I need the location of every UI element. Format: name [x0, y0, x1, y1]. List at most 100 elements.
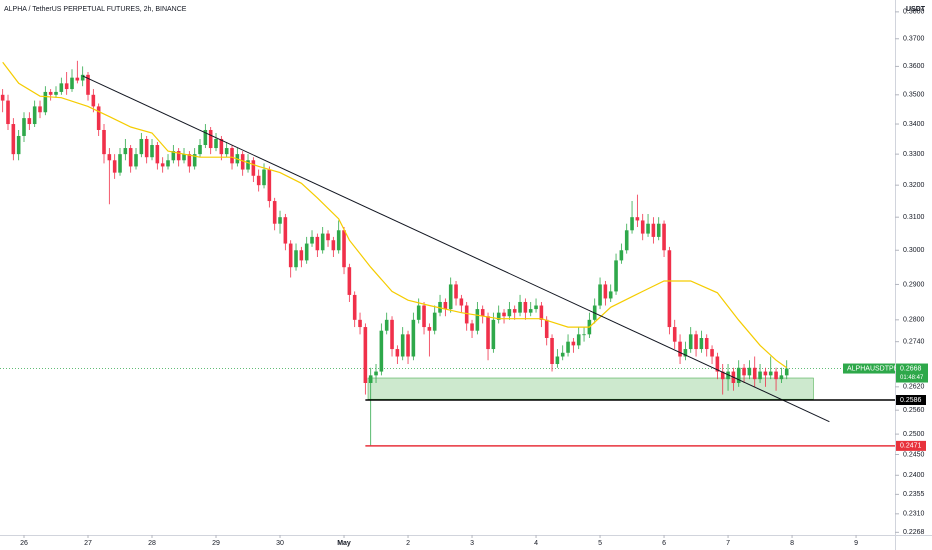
- candle-body: [624, 230, 629, 251]
- x-tick-label: 4: [534, 540, 538, 547]
- candle-body: [736, 367, 741, 383]
- candle-body: [603, 284, 608, 299]
- x-tick-label: 30: [276, 540, 284, 547]
- x-tick-label: 6: [662, 540, 666, 547]
- candle-body: [534, 305, 538, 310]
- symbol-label-box: [843, 363, 895, 374]
- candle-body: [0, 94, 5, 101]
- candle-body: [422, 305, 426, 328]
- candle-body: [539, 305, 544, 320]
- candle-body: [523, 301, 528, 313]
- candle-body: [224, 148, 229, 155]
- candle-body: [619, 250, 624, 261]
- candle-body: [726, 371, 730, 380]
- candle-body: [331, 240, 336, 251]
- candle-body: [91, 94, 96, 107]
- support-zone: [367, 377, 814, 400]
- candle-body: [288, 243, 293, 268]
- candle-body: [443, 301, 448, 310]
- candle-body: [470, 323, 474, 331]
- candle-body: [683, 349, 688, 357]
- candle-body: [491, 319, 496, 350]
- candle-body: [347, 267, 352, 295]
- candle-body: [203, 129, 208, 146]
- moving-average: [2, 61, 788, 369]
- level-label: 0.2471: [900, 443, 922, 450]
- candle-body: [768, 371, 773, 376]
- candle-body: [406, 334, 410, 357]
- candle-body: [550, 338, 554, 365]
- x-tick-label: 28: [148, 540, 156, 547]
- candle-body: [390, 319, 394, 350]
- y-tick-label: 0.3200: [903, 182, 925, 189]
- candle-body: [16, 135, 21, 155]
- candle-body: [118, 154, 122, 173]
- candle-body: [283, 217, 288, 244]
- x-tick-label: 9: [854, 540, 858, 547]
- candle-body: [320, 233, 325, 251]
- candle-body: [262, 169, 266, 186]
- candle-body: [416, 305, 421, 320]
- candle-body: [123, 148, 128, 155]
- candle-body: [256, 175, 261, 186]
- level-label-box: [896, 395, 926, 406]
- candle-body: [779, 375, 784, 380]
- candle-body: [70, 77, 74, 90]
- candle-body: [528, 309, 533, 313]
- candle-body: [336, 230, 341, 251]
- candle-body: [411, 319, 416, 357]
- candle-body: [166, 160, 170, 167]
- candle-body: [502, 312, 506, 317]
- candle-body: [667, 250, 672, 328]
- candle-body: [560, 352, 565, 357]
- y-tick-label: 0.3100: [903, 214, 925, 221]
- y-tick-label: 0.3400: [903, 121, 925, 128]
- candle-body: [486, 316, 490, 350]
- candle-body: [678, 341, 682, 357]
- y-tick-label: 0.3500: [903, 92, 925, 99]
- candle-body: [128, 148, 133, 167]
- y-tick-label: 0.3800: [903, 9, 925, 16]
- candle-body: [688, 334, 693, 350]
- y-tick-label: 0.2900: [903, 281, 925, 288]
- level-label: 0.2586: [900, 397, 922, 404]
- candle-body: [608, 291, 613, 299]
- candle-body: [240, 154, 245, 170]
- candle-body: [176, 151, 181, 161]
- x-tick-label: 2: [406, 540, 410, 547]
- chart-title: ALPHA / TetherUS PERPETUAL FUTURES, 2h, …: [4, 6, 187, 13]
- candle-body: [427, 327, 432, 331]
- candle-body: [96, 106, 101, 130]
- candle-body: [715, 356, 720, 372]
- candle-body: [379, 330, 384, 372]
- candle-body: [38, 106, 42, 113]
- candle-body: [544, 319, 549, 339]
- candle-body: [747, 367, 752, 376]
- candle-body: [144, 138, 149, 158]
- candle-body: [246, 160, 250, 170]
- candle-body: [43, 91, 48, 113]
- candle-body: [694, 334, 698, 350]
- candle-body: [566, 341, 570, 353]
- candle-body: [432, 312, 437, 331]
- x-tick-label: 3: [470, 540, 474, 547]
- level-label-box: [896, 440, 926, 451]
- candle-body: [710, 349, 714, 357]
- candle-body: [374, 371, 378, 376]
- candle-body: [662, 223, 666, 251]
- candle-body: [672, 327, 677, 342]
- candle-body: [134, 154, 138, 167]
- candle-body: [614, 260, 618, 292]
- candle-body: [342, 230, 346, 268]
- candle-body: [651, 223, 656, 237]
- candle-body: [230, 148, 234, 164]
- candle-body: [363, 327, 368, 383]
- candle-body: [635, 217, 640, 221]
- candle-body: [64, 83, 69, 90]
- last-price-label: 0.2668: [900, 365, 922, 372]
- candle-body: [400, 334, 405, 357]
- candle-body: [192, 154, 197, 167]
- candle-body: [518, 301, 522, 313]
- y-tick-label: 0.2560: [903, 407, 925, 414]
